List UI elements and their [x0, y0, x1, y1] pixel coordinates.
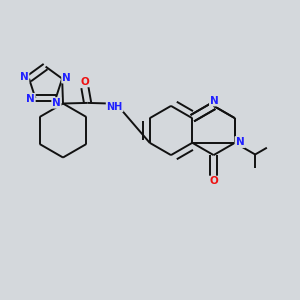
Text: N: N: [235, 137, 244, 147]
Text: N: N: [210, 95, 219, 106]
Text: N: N: [62, 73, 71, 83]
Text: NH: NH: [106, 101, 123, 112]
Text: O: O: [209, 176, 218, 186]
Text: N: N: [52, 98, 61, 108]
Text: N: N: [236, 137, 245, 147]
Text: N: N: [20, 72, 28, 82]
Text: N: N: [26, 94, 35, 104]
Text: N: N: [210, 95, 219, 106]
Text: O: O: [80, 76, 89, 86]
